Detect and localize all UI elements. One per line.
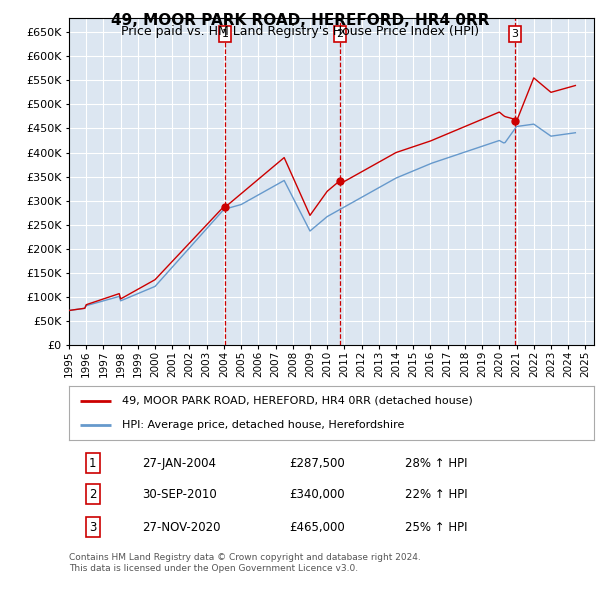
Text: 2: 2: [337, 29, 344, 39]
Text: 1: 1: [221, 29, 229, 39]
Text: 49, MOOR PARK ROAD, HEREFORD, HR4 0RR: 49, MOOR PARK ROAD, HEREFORD, HR4 0RR: [111, 13, 489, 28]
Text: 30-SEP-2010: 30-SEP-2010: [143, 487, 217, 501]
Text: 49, MOOR PARK ROAD, HEREFORD, HR4 0RR (detached house): 49, MOOR PARK ROAD, HEREFORD, HR4 0RR (d…: [121, 396, 472, 406]
Text: £287,500: £287,500: [290, 457, 345, 470]
Text: 3: 3: [512, 29, 518, 39]
Text: £465,000: £465,000: [290, 520, 345, 534]
Text: 3: 3: [89, 520, 97, 534]
Text: HPI: Average price, detached house, Herefordshire: HPI: Average price, detached house, Here…: [121, 420, 404, 430]
Text: 27-JAN-2004: 27-JAN-2004: [143, 457, 217, 470]
Text: 1: 1: [89, 457, 97, 470]
Text: £340,000: £340,000: [290, 487, 345, 501]
Text: 25% ↑ HPI: 25% ↑ HPI: [405, 520, 467, 534]
Text: Contains HM Land Registry data © Crown copyright and database right 2024.
This d: Contains HM Land Registry data © Crown c…: [69, 553, 421, 573]
Text: Price paid vs. HM Land Registry's House Price Index (HPI): Price paid vs. HM Land Registry's House …: [121, 25, 479, 38]
Text: 2: 2: [89, 487, 97, 501]
Text: 28% ↑ HPI: 28% ↑ HPI: [405, 457, 467, 470]
Text: 27-NOV-2020: 27-NOV-2020: [143, 520, 221, 534]
Text: 22% ↑ HPI: 22% ↑ HPI: [405, 487, 467, 501]
